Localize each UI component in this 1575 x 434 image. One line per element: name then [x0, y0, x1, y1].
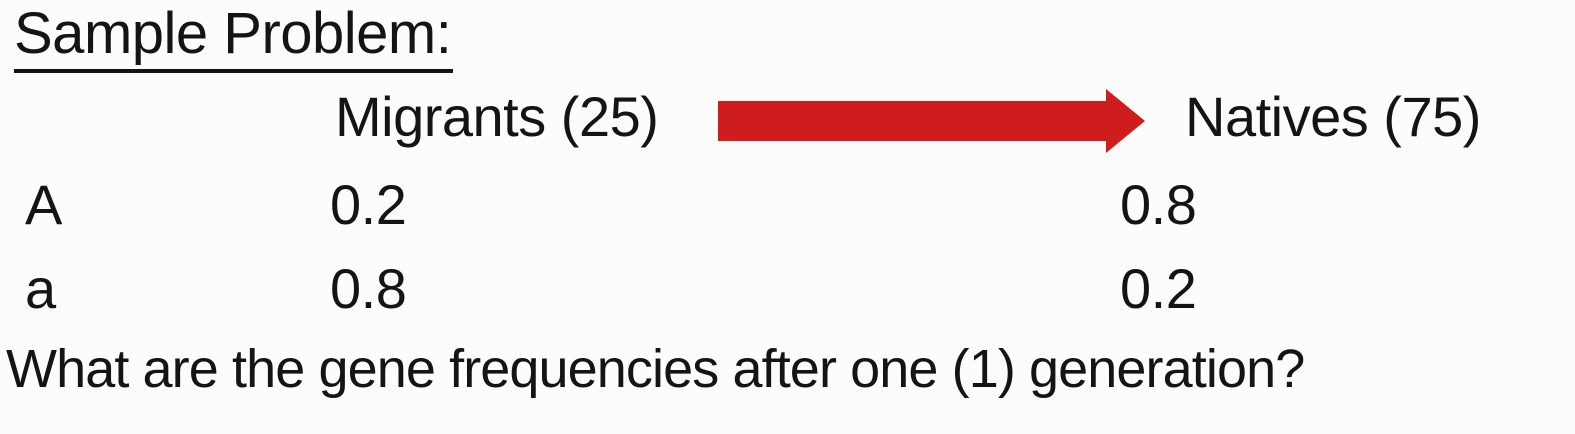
- native-frequency-A: 0.8: [1120, 173, 1197, 236]
- column-header-natives: Natives (75): [1185, 85, 1481, 148]
- migrant-frequency-a: 0.8: [330, 257, 407, 320]
- column-header-migrants: Migrants (25): [335, 85, 659, 148]
- native-frequency-a: 0.2: [1120, 257, 1197, 320]
- slide-title: Sample Problem:: [14, 2, 454, 73]
- allele-label-a: a: [25, 257, 56, 320]
- allele-label-A: A: [25, 173, 62, 236]
- migrant-frequency-A: 0.2: [330, 173, 407, 236]
- migration-right-arrow-icon: [718, 89, 1145, 153]
- question-text: What are the gene frequencies after one …: [6, 339, 1305, 399]
